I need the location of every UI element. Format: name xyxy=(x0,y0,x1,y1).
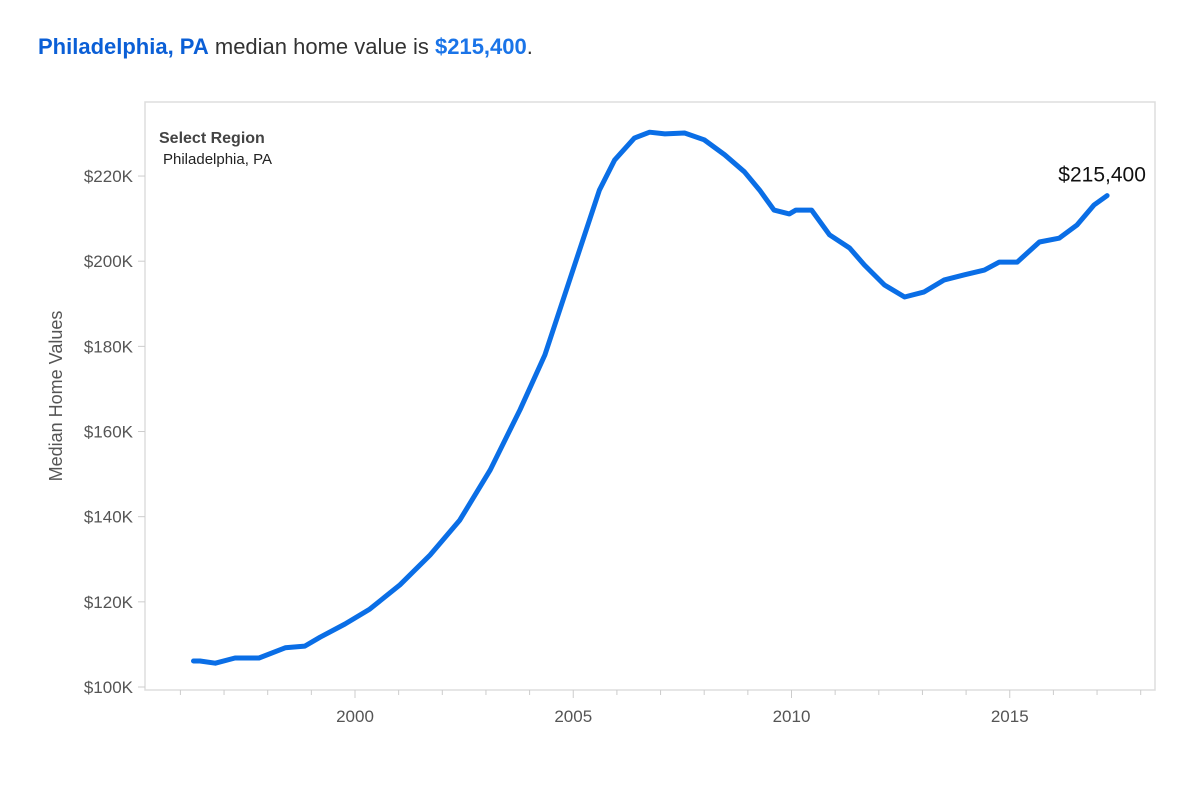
series-line-philadelphia xyxy=(191,129,1110,666)
y-tick-label: $120K xyxy=(84,593,134,612)
legend-value[interactable]: Philadelphia, PA xyxy=(163,151,272,168)
legend-title: Select Region xyxy=(159,130,265,147)
x-tick-label: 2015 xyxy=(991,707,1029,726)
y-axis-label: Median Home Values xyxy=(46,311,66,482)
headline: Philadelphia, PA median home value is $2… xyxy=(38,34,533,60)
headline-value: $215,400 xyxy=(434,34,527,59)
y-tick-label: $180K xyxy=(84,337,134,356)
headline-text: median home value is xyxy=(208,34,435,59)
end-value-label: $215,400 xyxy=(1058,164,1146,187)
y-tick-label: $160K xyxy=(84,423,134,442)
y-tick-label: $140K xyxy=(84,508,134,527)
y-tick-label: $200K xyxy=(84,252,134,271)
headline-region[interactable]: Philadelphia, PA xyxy=(38,34,209,59)
x-tick-label: 2000 xyxy=(336,707,374,726)
x-tick-label: 2010 xyxy=(773,707,811,726)
y-tick-label: $220K xyxy=(84,167,134,186)
x-tick-label: 2005 xyxy=(554,707,592,726)
plot-frame xyxy=(144,101,1156,691)
headline-end: . xyxy=(526,34,533,59)
y-tick-label: $100K xyxy=(84,678,134,697)
